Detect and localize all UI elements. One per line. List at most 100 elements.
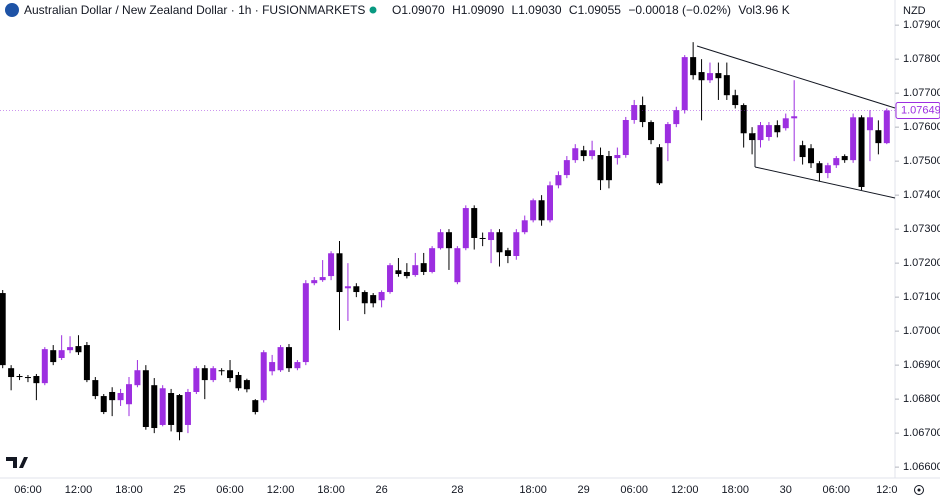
candle-body bbox=[403, 271, 410, 277]
settings-icon[interactable] bbox=[914, 485, 924, 495]
candle-body bbox=[690, 57, 697, 76]
candle-body bbox=[16, 376, 23, 378]
candle-body bbox=[24, 377, 31, 379]
candle-body bbox=[83, 345, 90, 381]
candle-body bbox=[639, 105, 646, 123]
x-tick-label: 06:00 bbox=[620, 484, 648, 496]
candle-body bbox=[521, 220, 528, 233]
candle-body bbox=[656, 147, 663, 184]
c-value: 1.09055 bbox=[578, 3, 622, 17]
change: −0.00018 (−0.02%) bbox=[628, 3, 731, 17]
candle-body bbox=[858, 117, 865, 187]
candle-body bbox=[833, 158, 840, 166]
candle-body bbox=[8, 368, 15, 378]
x-tick-label: 18:00 bbox=[721, 484, 749, 496]
candle-body bbox=[648, 122, 655, 141]
last-price-label: 1.07649 bbox=[901, 104, 940, 116]
candle-body bbox=[732, 95, 739, 106]
y-tick-label: 1.07400 bbox=[903, 189, 940, 201]
l-value: 1.09030 bbox=[518, 3, 562, 17]
candle-body bbox=[875, 130, 882, 144]
candle-body bbox=[740, 105, 747, 134]
candle-body bbox=[504, 250, 511, 256]
candle-body bbox=[294, 362, 301, 369]
candle-body bbox=[361, 292, 368, 304]
h-value: 1.09090 bbox=[461, 3, 505, 17]
y-tick-label: 1.06800 bbox=[903, 393, 940, 405]
candle-body bbox=[0, 293, 6, 366]
header: Australian Dollar / New Zealand Dollar ·… bbox=[5, 3, 790, 17]
candle-body bbox=[353, 286, 360, 293]
x-tick-label: 12:0 bbox=[876, 484, 897, 496]
candle-body bbox=[344, 286, 351, 289]
symbol-title[interactable]: Australian Dollar / New Zealand Dollar ·… bbox=[24, 3, 365, 17]
trendline-upper[interactable] bbox=[696, 45, 896, 109]
x-tick-label: 18:00 bbox=[115, 484, 143, 496]
x-tick-label: 30 bbox=[780, 484, 792, 496]
candle-body bbox=[496, 232, 503, 253]
candle-body bbox=[252, 400, 259, 413]
candle-body bbox=[445, 232, 452, 249]
x-tick-label: 28 bbox=[451, 484, 463, 496]
candle-body bbox=[622, 120, 629, 156]
x-tick-label: 06:00 bbox=[823, 484, 851, 496]
x-tick-label: 29 bbox=[578, 484, 590, 496]
candle-body bbox=[791, 116, 798, 119]
candle-body bbox=[336, 253, 343, 293]
candle-body bbox=[681, 57, 688, 111]
candle-body bbox=[184, 391, 191, 425]
candle-body bbox=[285, 347, 292, 369]
candle-body bbox=[41, 349, 48, 384]
candle-body bbox=[841, 156, 848, 161]
candle-body bbox=[631, 105, 638, 121]
candle-body bbox=[235, 374, 242, 389]
candle-body bbox=[269, 362, 276, 372]
h-label: H bbox=[452, 3, 461, 17]
candle-body bbox=[378, 292, 385, 301]
candle-body bbox=[715, 73, 722, 79]
candle-body bbox=[816, 163, 823, 174]
candle-body bbox=[563, 160, 570, 176]
x-tick-label: 12:00 bbox=[671, 484, 699, 496]
candle-body bbox=[243, 380, 250, 390]
candle-body bbox=[664, 124, 671, 144]
x-tick-label: 06:00 bbox=[14, 484, 42, 496]
candle-body bbox=[673, 110, 680, 125]
candle-body bbox=[513, 232, 520, 256]
candle-body bbox=[92, 380, 99, 397]
candle-body bbox=[597, 155, 604, 181]
y-tick-label: 1.06600 bbox=[903, 461, 940, 473]
candle-body bbox=[134, 370, 141, 386]
candle-body bbox=[572, 148, 579, 161]
trendline-lower[interactable] bbox=[754, 166, 896, 199]
candle-body bbox=[824, 165, 831, 174]
o-label: O bbox=[392, 3, 401, 17]
o-value: 1.09070 bbox=[401, 3, 445, 17]
x-tick-label: 18:00 bbox=[519, 484, 547, 496]
candle-body bbox=[437, 232, 444, 249]
candle-body bbox=[479, 237, 486, 239]
symbol-icon bbox=[5, 3, 19, 17]
l-label: L bbox=[511, 3, 518, 17]
candle-body bbox=[454, 248, 461, 283]
candle-body bbox=[218, 370, 225, 372]
candle-body bbox=[589, 150, 596, 157]
candle-body bbox=[100, 396, 107, 413]
candle-body bbox=[782, 118, 789, 129]
candle-body bbox=[387, 265, 394, 293]
candle-body bbox=[614, 155, 621, 159]
candle-body bbox=[142, 370, 149, 428]
candle-body bbox=[126, 384, 132, 405]
candle-body bbox=[605, 156, 612, 181]
candle-body bbox=[370, 295, 377, 304]
candle-body bbox=[765, 125, 772, 138]
candle-body bbox=[151, 385, 158, 429]
candle-body bbox=[50, 350, 57, 363]
candle-body bbox=[547, 185, 553, 221]
x-tick-label: 25 bbox=[173, 484, 185, 496]
candle-body bbox=[799, 145, 806, 158]
candle-body bbox=[698, 72, 705, 81]
c-label: C bbox=[569, 3, 578, 17]
x-tick-label: 12:00 bbox=[267, 484, 295, 496]
candle-body bbox=[580, 150, 587, 157]
